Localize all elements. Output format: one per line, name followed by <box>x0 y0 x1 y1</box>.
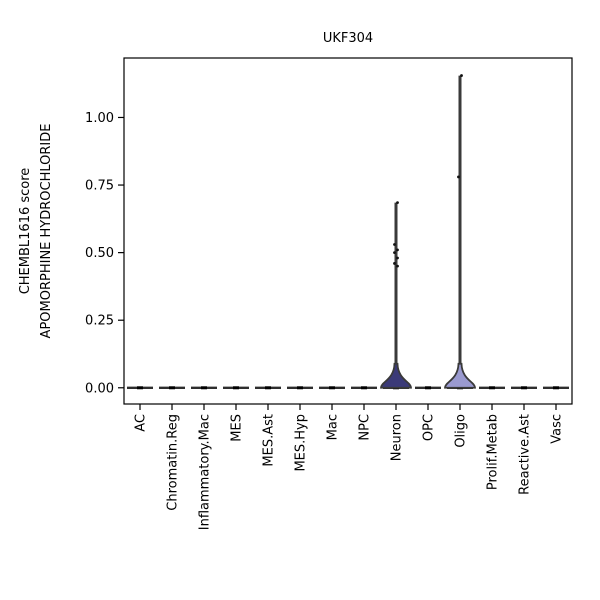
data-point <box>396 256 399 260</box>
data-point <box>396 201 399 205</box>
data-point <box>393 243 396 246</box>
y-tick-label: 1.00 <box>85 111 114 126</box>
y-axis-label-line2: APOMORPHINE HYDROCHLORIDE <box>39 124 54 339</box>
x-tick-label: Vasc <box>550 414 565 444</box>
chart-title: UKF304 <box>323 31 373 46</box>
x-tick-label: MES <box>230 414 245 442</box>
data-point <box>393 251 396 255</box>
x-tick-label: MES.Ast <box>262 414 277 467</box>
x-tick-label: AC <box>134 414 149 432</box>
plot-area <box>127 74 569 390</box>
violin-bulb <box>380 362 412 389</box>
x-tick-label: Mac <box>326 414 341 440</box>
x-tick-label: Inflammatory.Mac <box>198 414 213 530</box>
data-point <box>396 264 399 268</box>
y-tick-label: 0.00 <box>85 381 114 396</box>
x-tick-label: Neuron <box>390 414 405 461</box>
axes-frame <box>123 57 573 405</box>
x-tick-label: NPC <box>358 414 373 441</box>
y-axis-label-line1: CHEMBL1616 score <box>18 168 33 295</box>
y-tick-label: 0.50 <box>85 246 114 261</box>
x-tick-label: Oligo <box>454 414 469 448</box>
data-point <box>396 248 399 252</box>
violin-bulb <box>444 362 476 389</box>
y-tick-label: 0.75 <box>85 179 114 194</box>
data-point <box>393 262 396 265</box>
data-point <box>460 74 463 77</box>
x-tick-label: OPC <box>422 414 437 441</box>
data-point <box>457 175 460 179</box>
x-tick-label: Prolif.Metab <box>486 414 501 490</box>
y-tick-label: 0.25 <box>85 314 114 329</box>
x-tick-label: Reactive.Ast <box>518 414 533 495</box>
x-tick-label: Chromatin.Reg <box>166 414 181 511</box>
x-tick-label: MES.Hyp <box>294 414 309 472</box>
